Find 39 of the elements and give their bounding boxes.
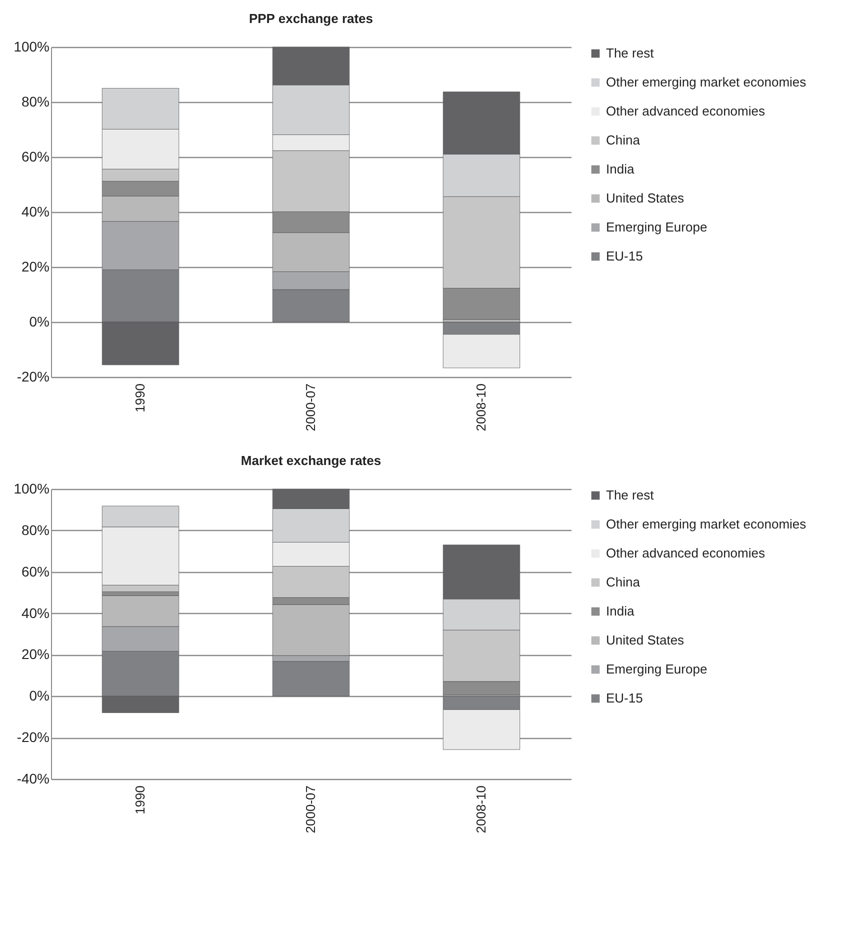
- legend-label: Emerging Europe: [606, 220, 708, 234]
- x-tick-label: 2008-10: [473, 786, 488, 834]
- legend-label: Emerging Europe: [606, 662, 708, 676]
- y-tick-label: 0%: [29, 688, 50, 704]
- y-tick-label: -20%: [16, 729, 50, 746]
- legend-label: China: [606, 574, 641, 590]
- legend-label: United States: [606, 190, 685, 206]
- y-tick-label: 100%: [14, 480, 50, 496]
- legend-label: Other advanced economies: [606, 104, 766, 118]
- x-tick-label: 2000-07: [303, 786, 318, 834]
- legend-label: China: [606, 132, 641, 148]
- legend-label: India: [606, 162, 635, 176]
- y-tick-label: 20%: [21, 258, 50, 274]
- y-tick-label: 40%: [21, 204, 50, 220]
- y-tick-label: 60%: [21, 148, 50, 164]
- legend-label: The rest: [606, 46, 654, 60]
- y-tick-label: 20%: [21, 646, 50, 662]
- legend-label: Other emerging market economies: [606, 74, 807, 90]
- legend-label: Other emerging market economies: [606, 516, 807, 532]
- x-tick-label: 1990: [132, 384, 148, 412]
- y-tick-label: -40%: [16, 770, 50, 786]
- legend-label: EU-15: [606, 248, 643, 264]
- y-tick-label: 0%: [29, 314, 50, 330]
- legend-label: EU-15: [606, 690, 643, 706]
- chart-title: Market exchange rates: [240, 453, 382, 468]
- y-tick-label: 40%: [21, 604, 50, 621]
- x-tick-label: 2008-10: [473, 384, 488, 432]
- legend-label: India: [606, 604, 635, 618]
- legend-label: Other advanced economies: [606, 546, 766, 560]
- x-tick-label: 2000-07: [303, 384, 318, 432]
- y-tick-label: 60%: [21, 563, 50, 580]
- legend-label: The rest: [606, 488, 654, 502]
- y-tick-label: -20%: [16, 368, 50, 384]
- x-tick-label: 1990: [132, 786, 148, 814]
- y-tick-label: 80%: [21, 94, 50, 110]
- y-tick-label: 80%: [21, 522, 50, 538]
- chart-title: PPP exchange rates: [248, 11, 374, 26]
- y-tick-label: 100%: [14, 38, 50, 54]
- legend-label: United States: [606, 632, 685, 648]
